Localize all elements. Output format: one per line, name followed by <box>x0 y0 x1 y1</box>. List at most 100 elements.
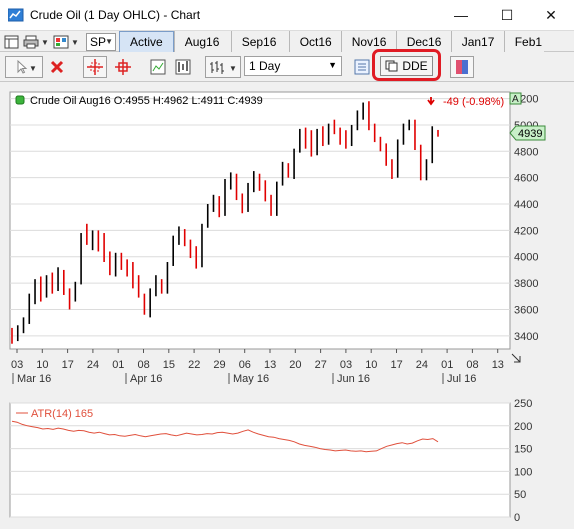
chart-settings-button[interactable] <box>2 33 22 51</box>
chart-canvas[interactable]: 3400360038004000420044004600480050005200… <box>0 82 574 529</box>
chevron-down-icon: ▼ <box>41 37 49 47</box>
time-tick-label: 06 <box>239 359 251 371</box>
atr-pane[interactable] <box>9 402 511 518</box>
atr-tick-label: 250 <box>514 398 532 410</box>
resize-corner-icon[interactable] <box>511 353 521 363</box>
window-title: Crude Oil (1 Day OHLC) - Chart <box>30 8 201 22</box>
data-window-button[interactable] <box>352 56 372 78</box>
crosshair-icon <box>87 59 103 75</box>
price-tick-label: 4400 <box>514 199 538 211</box>
ohlc-bars <box>11 101 439 344</box>
last-price-label: 4939 <box>518 128 542 140</box>
ohlc-bars-icon: ▼ <box>210 61 237 74</box>
time-tick-label: 10 <box>365 359 377 371</box>
atr-tick-label: 200 <box>514 421 532 433</box>
time-tick-label: 08 <box>466 359 478 371</box>
app-chart-icon <box>8 8 24 22</box>
atr-tick-label: 150 <box>514 444 532 456</box>
time-tick-label: 01 <box>112 359 124 371</box>
compare-icon <box>175 59 191 75</box>
time-tick-label: 22 <box>188 359 200 371</box>
atr-axis: 250 200 150 100 50 0 <box>514 398 532 524</box>
time-tick-label: 10 <box>36 359 48 371</box>
cursor-snap-button[interactable] <box>111 56 135 78</box>
price-tick-label: 4600 <box>514 173 538 185</box>
time-tick-label: 01 <box>441 359 453 371</box>
price-change-label: -49 (-0.98%) <box>443 96 504 108</box>
delete-drawing-button[interactable] <box>46 56 68 78</box>
price-tick-label: 3400 <box>514 331 538 343</box>
color-scheme-button[interactable] <box>52 33 70 51</box>
symbol-value: SP <box>90 35 107 49</box>
last-price-tag: 4939 <box>509 125 546 141</box>
svg-text:▼: ▼ <box>229 64 237 73</box>
chevron-down-icon: ▼ <box>71 37 79 47</box>
price-tick-label: 4000 <box>514 252 538 264</box>
tab-oct16[interactable]: Oct16 <box>288 31 341 53</box>
ohlc-info-label: Crude Oil Aug16 O:4955 H:4962 L:4911 C:4… <box>30 95 263 107</box>
print-dropdown[interactable]: ▼ <box>40 33 50 51</box>
tab-active[interactable]: Active <box>119 31 174 53</box>
study-button[interactable] <box>147 56 169 78</box>
color-scheme-dropdown[interactable]: ▼ <box>70 33 80 51</box>
layout-button[interactable] <box>450 56 474 78</box>
month-label: Jul 16 <box>447 373 476 385</box>
tab-label: Feb1 <box>514 35 543 49</box>
crosshair-button[interactable] <box>83 56 107 78</box>
chart-settings-icon <box>4 35 19 49</box>
time-tick-label: 27 <box>315 359 327 371</box>
copy-icon <box>385 60 398 72</box>
chevron-down-icon: ▼ <box>328 60 337 70</box>
tab-label: Oct16 <box>299 35 332 49</box>
atr-label: ATR(14) 165 <box>31 408 93 420</box>
tab-feb17[interactable]: Feb1 <box>503 31 544 53</box>
target-icon <box>115 59 131 75</box>
autoscale-badge[interactable] <box>509 92 522 105</box>
compare-button[interactable] <box>172 56 194 78</box>
atr-tick-label: 50 <box>514 489 526 501</box>
time-tick-label: 29 <box>213 359 225 371</box>
pointer-icon: ▼ <box>17 59 36 74</box>
tab-label: Dec16 <box>406 35 442 49</box>
time-tick-label: 24 <box>87 359 99 371</box>
tab-aug16[interactable]: Aug16 <box>173 31 231 53</box>
dde-highlight-box <box>372 49 441 81</box>
dde-label: DDE <box>402 59 428 73</box>
atr-grid <box>10 402 510 518</box>
delete-x-icon <box>50 60 64 74</box>
time-tick-label: 13 <box>492 359 504 371</box>
period-select[interactable]: 1 Day ▼ <box>244 56 342 76</box>
tab-sep16[interactable]: Sep16 <box>230 31 289 53</box>
atr-tick-label: 0 <box>514 512 520 524</box>
palette-icon <box>53 35 69 49</box>
period-value: 1 Day <box>249 59 281 73</box>
dde-button[interactable]: DDE <box>380 56 433 76</box>
last-price-marker <box>509 125 546 141</box>
series-status-icon <box>15 95 25 105</box>
study-icon <box>150 59 166 75</box>
time-tick-label: 24 <box>416 359 428 371</box>
maximize-icon: ☐ <box>500 6 514 23</box>
svg-text:▼: ▼ <box>29 64 36 73</box>
month-label: Jun 16 <box>337 373 370 385</box>
time-tick-label: 13 <box>264 359 276 371</box>
print-button[interactable] <box>22 33 40 51</box>
price-pane[interactable] <box>9 91 511 350</box>
tab-label: Aug16 <box>184 35 220 49</box>
price-tick-label: 4200 <box>514 225 538 237</box>
maximize-button[interactable]: ☐ <box>484 0 530 30</box>
tab-jan17[interactable]: Jan17 <box>450 31 504 53</box>
chart-type-button[interactable]: ▼ <box>205 56 241 78</box>
symbol-selector[interactable]: SP ▼ <box>86 33 116 51</box>
tab-label: Jan17 <box>461 35 495 49</box>
minimize-icon: — <box>454 7 468 23</box>
minimize-button[interactable]: — <box>438 0 484 30</box>
time-tick-label: 17 <box>62 359 74 371</box>
pointer-tool-button[interactable]: ▼ <box>5 56 43 78</box>
tab-nov16[interactable]: Nov16 <box>340 31 396 53</box>
close-button[interactable]: ✕ <box>528 0 574 30</box>
tab-dec16[interactable]: Dec16 <box>395 31 451 53</box>
tab-label: Nov16 <box>351 35 387 49</box>
tab-label: Active <box>130 35 163 49</box>
month-label: Apr 16 <box>130 373 162 385</box>
